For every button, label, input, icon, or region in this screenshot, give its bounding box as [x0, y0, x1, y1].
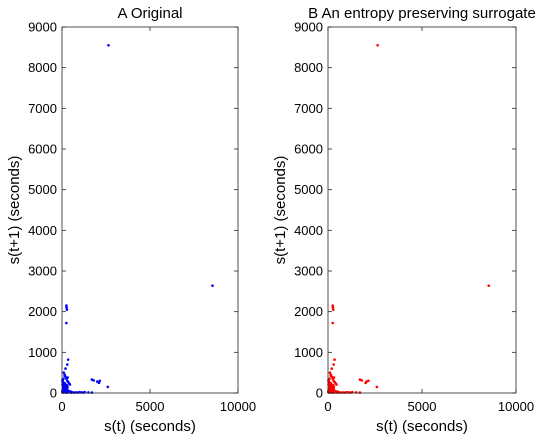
chart-a-point [68, 383, 72, 386]
chart-b-point [360, 379, 364, 382]
chart-a-title: A Original [117, 5, 182, 22]
chart-b: B An entropy preserving surrogate 0 1000 20… [272, 5, 536, 435]
chart-b-frame [327, 26, 517, 394]
chart-a-ytick-label: 3000 [28, 264, 57, 279]
chart-b-xtick-label: 5000 [408, 399, 437, 414]
chart-b-point [487, 284, 491, 287]
chart-b-xtick-label: 10000 [498, 399, 534, 414]
chart-a-point [95, 380, 99, 383]
chart-b-point [333, 358, 336, 361]
chart-a: A Original 0 1000 2000 3000 4000 5000 6000 7000 8… [6, 5, 256, 435]
chart-a-point [65, 306, 68, 309]
chart-a-ytick-label: 7000 [28, 101, 57, 116]
chart-b-point [358, 391, 362, 394]
chart-a-xtick-label: 10000 [220, 399, 256, 414]
chart-b-ytick-label: 1000 [294, 345, 323, 360]
chart-a-ytick-label: 6000 [28, 142, 57, 157]
chart-a-point [69, 390, 73, 393]
chart-b-ytick-label: 2000 [294, 304, 323, 319]
chart-a-point [98, 379, 102, 383]
chart-a-ytick-label: 4000 [28, 223, 57, 238]
chart-b-ytick-label: 8000 [294, 60, 323, 75]
chart-a-point [107, 44, 110, 47]
chart-a-point [92, 379, 95, 382]
chart-b-point [332, 376, 336, 379]
chart-b-point [331, 308, 335, 311]
chart-b-xtick-label: 0 [324, 399, 331, 414]
chart-b-point [365, 380, 368, 383]
chart-b-point [335, 383, 338, 386]
chart-a-point [90, 391, 94, 394]
chart-a-point [211, 284, 214, 287]
chart-b-ytick-label: 0 [316, 386, 323, 401]
chart-b-point [332, 385, 336, 389]
chart-a-point [64, 367, 67, 370]
chart-a-point [62, 377, 65, 381]
chart-a-xtick-label: 5000 [136, 399, 165, 414]
chart-b-point [376, 44, 379, 47]
chart-a-point [63, 374, 66, 378]
chart-b-point [329, 374, 333, 378]
chart-a-point [65, 308, 69, 311]
chart-a-point [66, 358, 70, 361]
chart-b-ytick-label: 9000 [294, 20, 323, 35]
chart-b-point [336, 390, 339, 393]
chart-a-point [66, 385, 69, 389]
chart-b-point [331, 321, 335, 325]
chart-b-point [375, 385, 379, 389]
chart-a-ytick-label: 8000 [28, 60, 57, 75]
chart-b-ytick-label: 7000 [294, 101, 323, 116]
chart-a-ytick-label: 9000 [28, 20, 57, 35]
chart-b-point [328, 371, 332, 374]
chart-a-frame [61, 26, 239, 394]
chart-b-point [328, 377, 331, 381]
chart-b-point [331, 304, 335, 307]
chart-b-ytick-label: 6000 [294, 142, 323, 157]
chart-a-point [65, 304, 68, 307]
chart-a-xtick-label: 0 [58, 399, 65, 414]
chart-a-ytick-label: 1000 [28, 345, 57, 360]
chart-b-ytick-label: 5000 [294, 182, 323, 197]
chart-a-ytick-label: 0 [50, 386, 57, 401]
chart-b-point [332, 363, 335, 366]
chart-b-ylabel: s(t+1) (seconds) [272, 156, 289, 265]
chart-a-point [62, 371, 66, 374]
chart-b-ytick-label: 4000 [294, 223, 323, 238]
chart-a-ytick-label: 2000 [28, 304, 57, 319]
chart-b-title: B An entropy preserving surrogate [308, 5, 536, 22]
chart-a-point [65, 363, 69, 366]
chart-a-ytick-label: 5000 [28, 182, 57, 197]
chart-b-point [331, 306, 335, 309]
chart-a-ylabel: s(t+1) (seconds) [6, 156, 23, 265]
chart-a-point [106, 385, 110, 389]
chart-a-point [65, 321, 68, 325]
chart-b-point [330, 367, 334, 370]
chart-a-xlabel: s(t) (seconds) [104, 418, 196, 435]
chart-a-point [66, 376, 69, 379]
chart-b-xlabel: s(t) (seconds) [376, 418, 468, 435]
chart-b-ytick-label: 3000 [294, 264, 323, 279]
